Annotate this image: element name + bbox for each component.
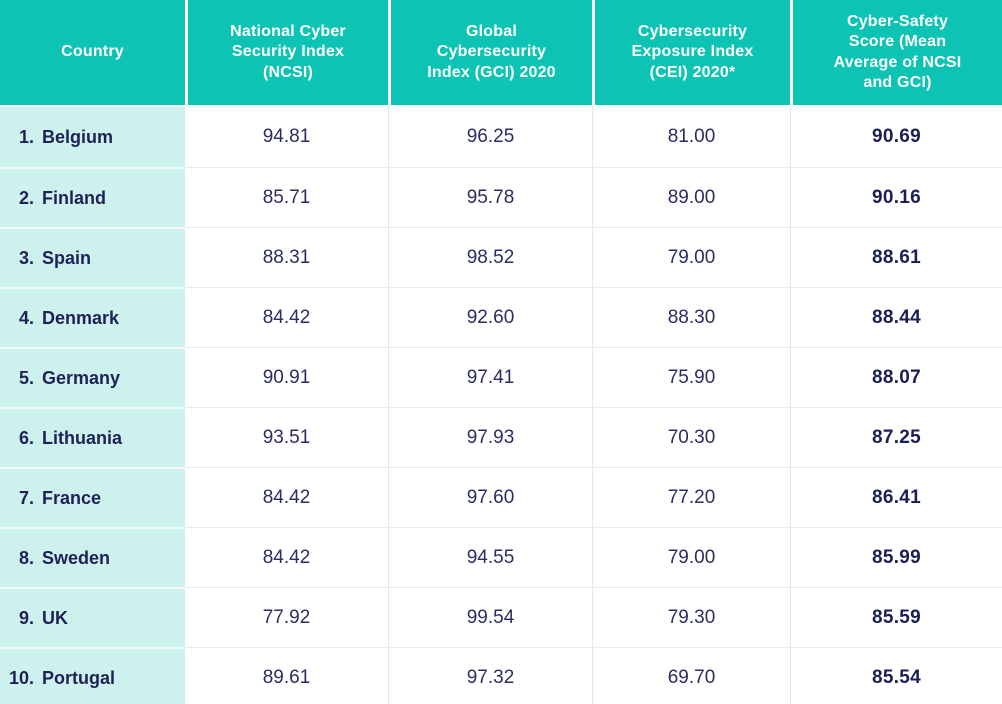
table-row: 9. UK 77.92 99.54 79.30 85.59 bbox=[0, 587, 1002, 647]
score-cell: 85.54 bbox=[790, 647, 1002, 704]
table-row: 3. Spain 88.31 98.52 79.00 88.61 bbox=[0, 227, 1002, 287]
cei-cell: 79.00 bbox=[592, 527, 790, 587]
header-score: Cyber-Safety Score (Mean Average of NCSI… bbox=[790, 0, 1002, 105]
country-cell: 9. UK bbox=[0, 587, 185, 647]
ncsi-cell: 77.92 bbox=[185, 587, 388, 647]
header-ncsi-label: National Cyber Security Index (NCSI) bbox=[230, 22, 346, 81]
gci-cell: 94.55 bbox=[388, 527, 592, 587]
country-label: France bbox=[42, 487, 102, 508]
gci-cell: 97.93 bbox=[388, 407, 592, 467]
ncsi-cell: 94.81 bbox=[262, 126, 311, 147]
ncsi-cell: 88.31 bbox=[185, 227, 388, 287]
ncsi-cell: 85.71 bbox=[185, 167, 388, 227]
country-label: Spain bbox=[42, 247, 92, 268]
rank-label: 10. bbox=[8, 667, 34, 688]
cei-cell: 75.90 bbox=[592, 347, 790, 407]
gci-cell: 97.60 bbox=[388, 467, 592, 527]
country-label: UK bbox=[42, 607, 68, 628]
cei-cell: 79.30 bbox=[592, 587, 790, 647]
cei-cell: 70.30 bbox=[592, 407, 790, 467]
header-ncsi: National Cyber Security Index (NCSI) bbox=[185, 0, 388, 105]
ncsi-cell: 84.42 bbox=[185, 287, 388, 347]
header-score-label: Cyber-Safety Score (Mean Average of NCSI… bbox=[833, 12, 962, 91]
cei-cell: 81.00 bbox=[592, 107, 790, 167]
score-cell: 88.44 bbox=[790, 287, 1002, 347]
cei-cell: 89.00 bbox=[592, 167, 790, 227]
gci-cell: 92.60 bbox=[388, 287, 592, 347]
score-cell: 87.25 bbox=[790, 407, 1002, 467]
ncsi-cell: 89.61 bbox=[185, 647, 388, 704]
country-label: Belgium bbox=[42, 126, 114, 147]
country-label: Lithuania bbox=[42, 427, 122, 448]
table-row: 7. France 84.42 97.60 77.20 86.41 bbox=[0, 467, 1002, 527]
gci-cell: 99.54 bbox=[388, 587, 592, 647]
rank-label: 1. bbox=[18, 126, 34, 147]
cei-cell: 77.20 bbox=[592, 467, 790, 527]
score-cell: 90.69 bbox=[790, 107, 1002, 167]
rank-label: 3. bbox=[18, 247, 34, 268]
country-cell: 5. Germany bbox=[0, 347, 185, 407]
score-cell: 90.16 bbox=[790, 167, 1002, 227]
header-cei: Cybersecurity Exposure Index (CEI) 2020* bbox=[592, 0, 790, 105]
score-cell: 88.07 bbox=[790, 347, 1002, 407]
table-row: 5. Germany 90.91 97.41 75.90 88.07 bbox=[0, 347, 1002, 407]
gci-cell: 98.52 bbox=[388, 227, 592, 287]
rank-label: 9. bbox=[18, 607, 34, 628]
country-label: Portugal bbox=[42, 667, 116, 688]
header-country-label: Country bbox=[61, 43, 124, 61]
country-cell: 2. Finland bbox=[0, 167, 185, 227]
cei-cell: 69.70 bbox=[592, 647, 790, 704]
gci-cell: 97.41 bbox=[388, 347, 592, 407]
score-cell: 86.41 bbox=[790, 467, 1002, 527]
rank-label: 6. bbox=[18, 427, 34, 448]
rank-label: 7. bbox=[18, 487, 34, 508]
score-cell: 85.99 bbox=[790, 527, 1002, 587]
country-label: Denmark bbox=[42, 307, 120, 328]
score-cell: 88.61 bbox=[790, 227, 1002, 287]
rank-label: 2. bbox=[18, 187, 34, 208]
header-gci: Global Cybersecurity Index (GCI) 2020 bbox=[388, 0, 592, 105]
ncsi-cell: 84.42 bbox=[185, 527, 388, 587]
table-row: 6. Lithuania 93.51 97.93 70.30 87.25 bbox=[0, 407, 1002, 467]
header-gci-label: Global Cybersecurity Index (GCI) 2020 bbox=[427, 22, 556, 81]
header-cei-label: Cybersecurity Exposure Index (CEI) 2020* bbox=[631, 22, 754, 81]
country-cell: 8. Sweden bbox=[0, 527, 185, 587]
ncsi-cell: 84.42 bbox=[185, 467, 388, 527]
gci-cell: 96.25 bbox=[388, 107, 592, 167]
country-cell: 10. Portugal bbox=[0, 647, 185, 704]
score-cell: 85.59 bbox=[790, 587, 1002, 647]
table-row: 4. Denmark 84.42 92.60 88.30 88.44 bbox=[0, 287, 1002, 347]
table-row: 2. Finland 85.71 95.78 89.00 90.16 bbox=[0, 167, 1002, 227]
ncsi-cell: 93.51 bbox=[185, 407, 388, 467]
country-cell: 4. Denmark bbox=[0, 287, 185, 347]
table-header-row: Country National Cyber Security Index (N… bbox=[0, 0, 1002, 107]
cei-cell: 79.00 bbox=[592, 227, 790, 287]
ncsi-cell: 90.91 bbox=[185, 347, 388, 407]
rank-label: 5. bbox=[18, 367, 34, 388]
country-label: Sweden bbox=[42, 547, 111, 568]
table-row: 1. Belgium 94.81 96.25 81.00 90.69 bbox=[0, 107, 1002, 167]
country-cell: 7. France bbox=[0, 467, 185, 527]
rank-label: 8. bbox=[18, 547, 34, 568]
rank-label: 4. bbox=[18, 307, 34, 328]
country-label: Finland bbox=[42, 187, 106, 208]
table-row: 10. Portugal 89.61 97.32 69.70 85.54 bbox=[0, 647, 1002, 704]
table-row: 8. Sweden 84.42 94.55 79.00 85.99 bbox=[0, 527, 1002, 587]
cei-cell: 88.30 bbox=[592, 287, 790, 347]
country-label: Germany bbox=[42, 367, 121, 388]
country-cell: 6. Lithuania bbox=[0, 407, 185, 467]
header-country: Country bbox=[0, 0, 185, 105]
gci-cell: 97.32 bbox=[388, 647, 592, 704]
gci-cell: 95.78 bbox=[388, 167, 592, 227]
country-cell: 3. Spain bbox=[0, 227, 185, 287]
country-cell: 1. Belgium bbox=[0, 107, 185, 167]
